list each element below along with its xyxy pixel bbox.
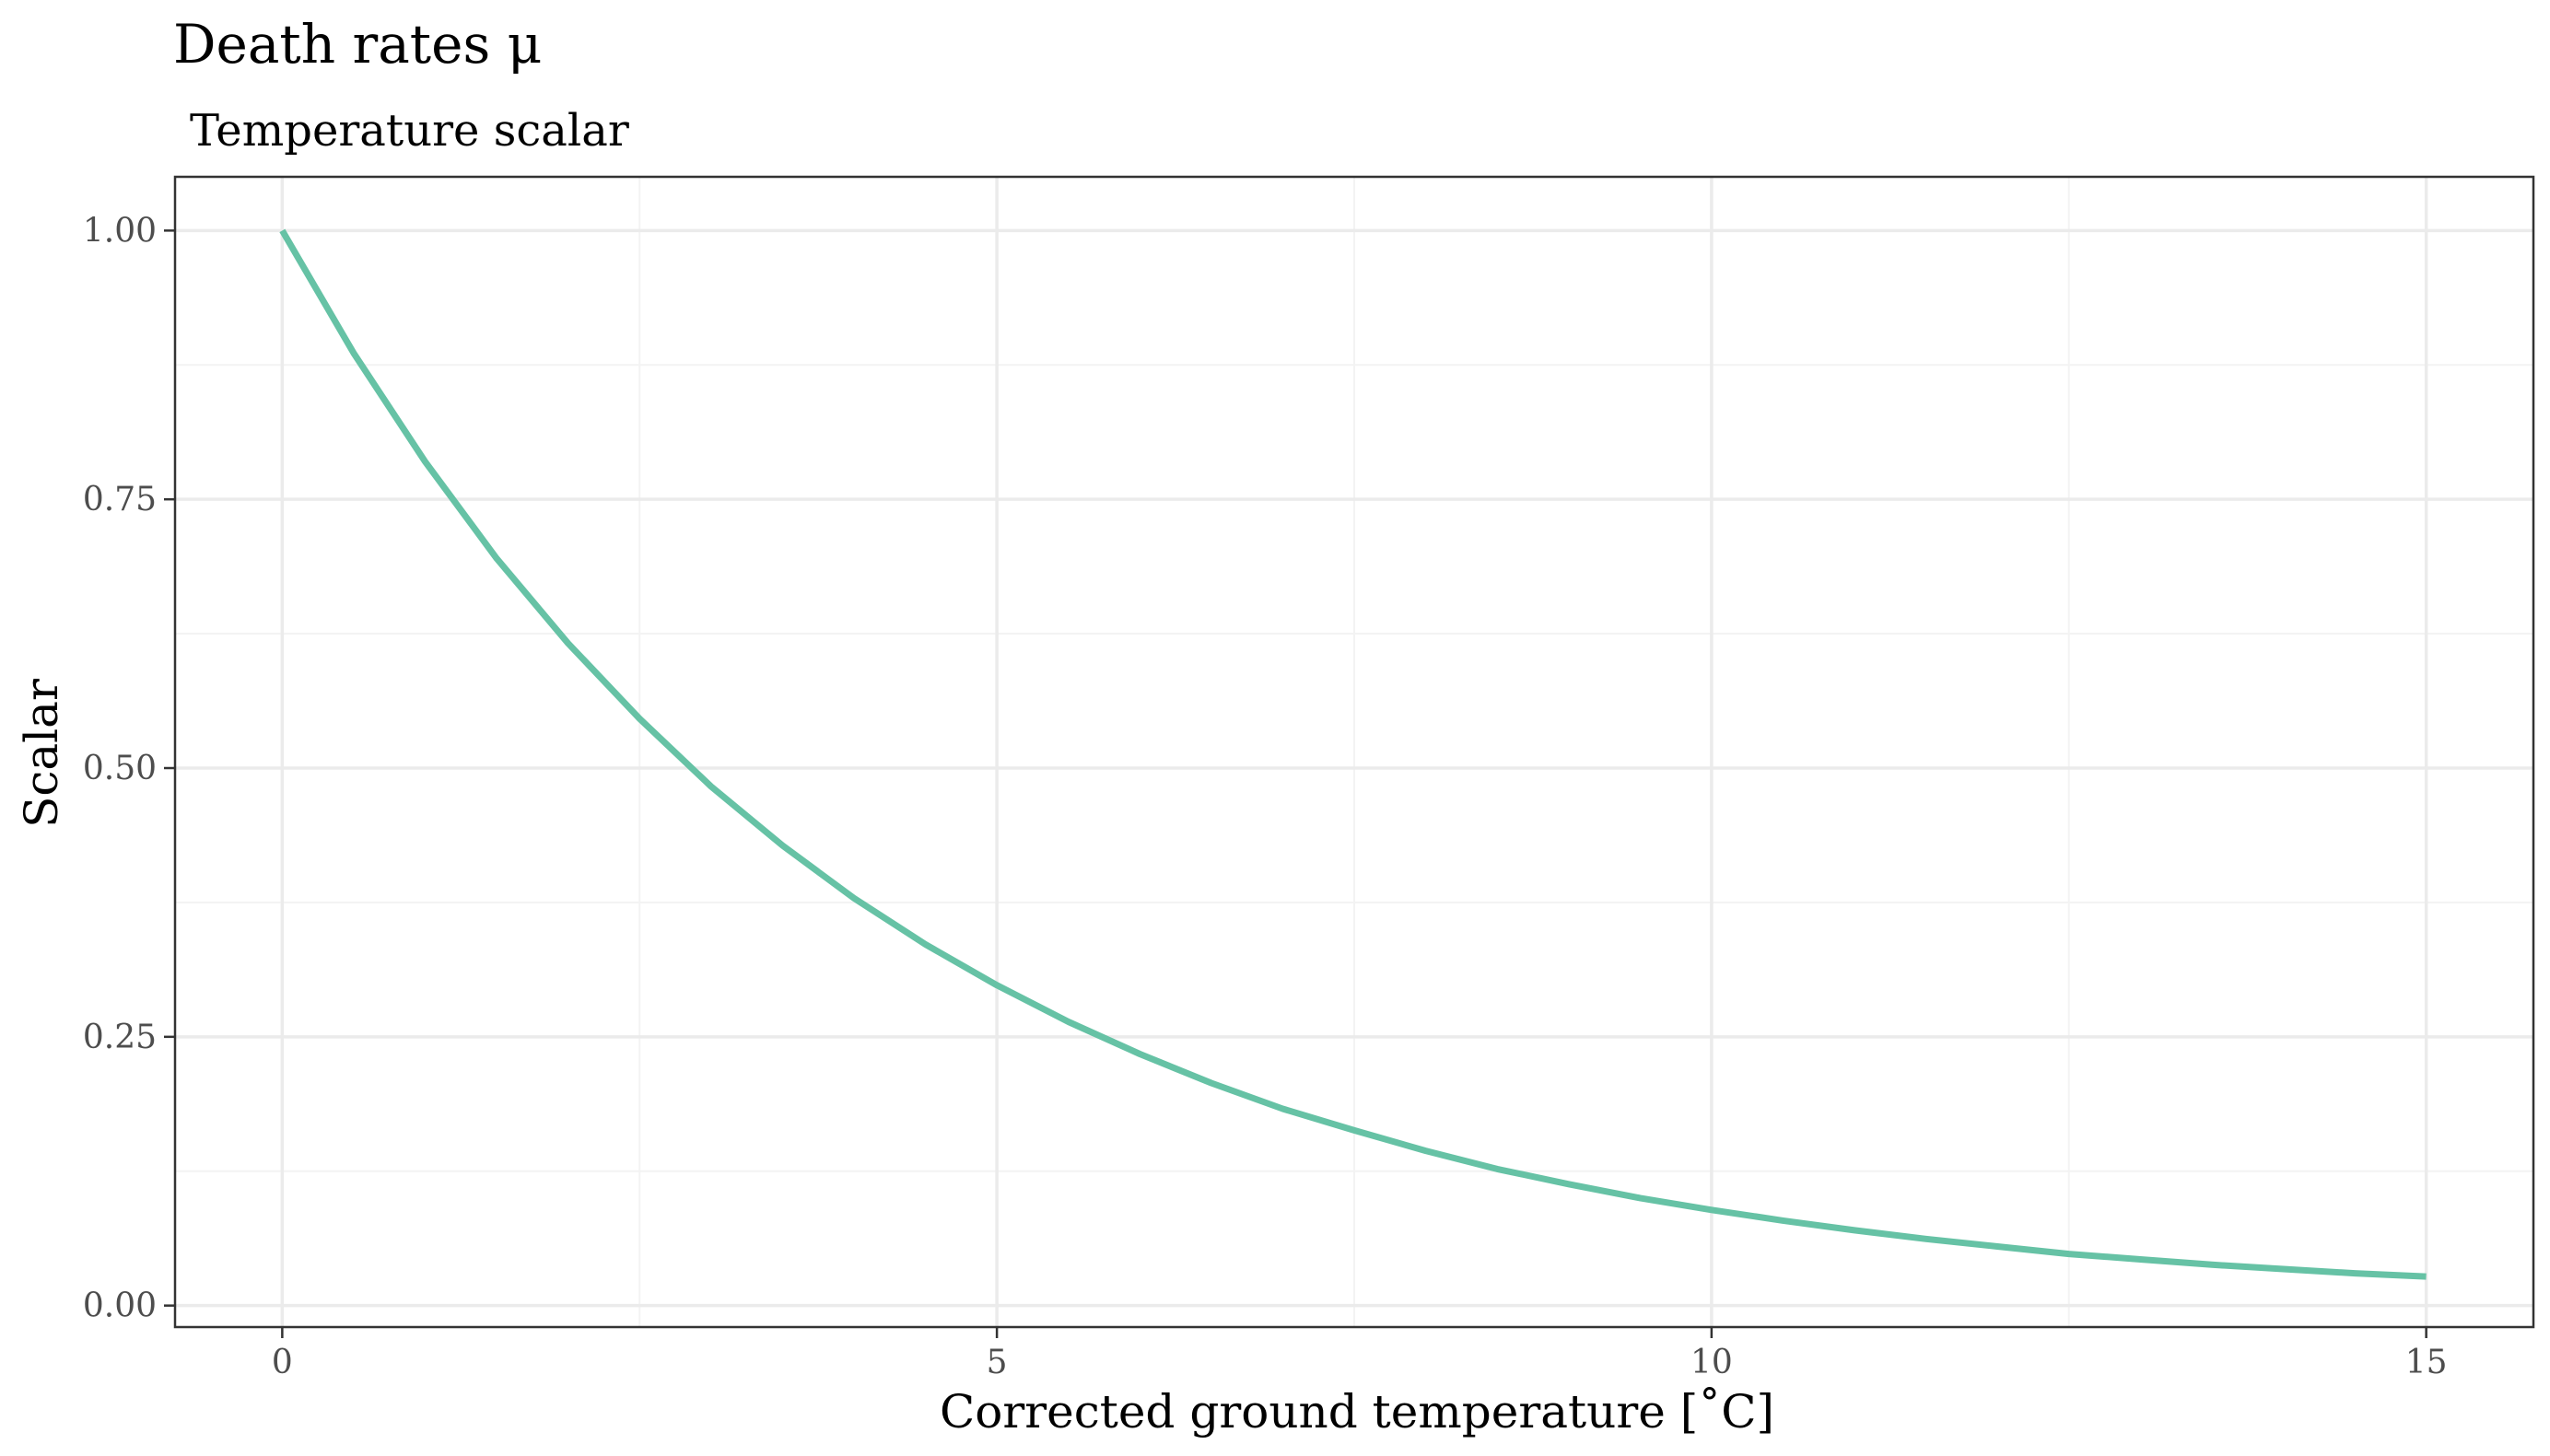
chart-title: Death rates μ — [173, 13, 542, 76]
plot-area: 0 5 10 15 0.00 0.25 0.50 0.75 1.00 — [83, 175, 2535, 1381]
x-tick-label: 0 — [272, 1344, 293, 1381]
y-tick-label: 1.00 — [83, 212, 157, 250]
y-tick-label: 0.50 — [83, 750, 157, 787]
series-line — [279, 228, 2427, 1280]
y-tick-label: 0.25 — [83, 1019, 157, 1056]
x-tick-label: 10 — [1690, 1344, 1733, 1381]
x-tick-label: 15 — [2405, 1344, 2448, 1381]
x-axis-title: Corrected ground temperature [˚C] — [940, 1385, 1774, 1439]
chart-subtitle: Temperature scalar — [190, 105, 629, 157]
y-tick-label: 0.75 — [83, 481, 157, 518]
panel-border — [173, 175, 2535, 1329]
x-tick-label: 5 — [987, 1344, 1008, 1381]
y-axis-title: Scalar — [15, 679, 68, 828]
y-tick-label: 0.00 — [83, 1287, 157, 1325]
